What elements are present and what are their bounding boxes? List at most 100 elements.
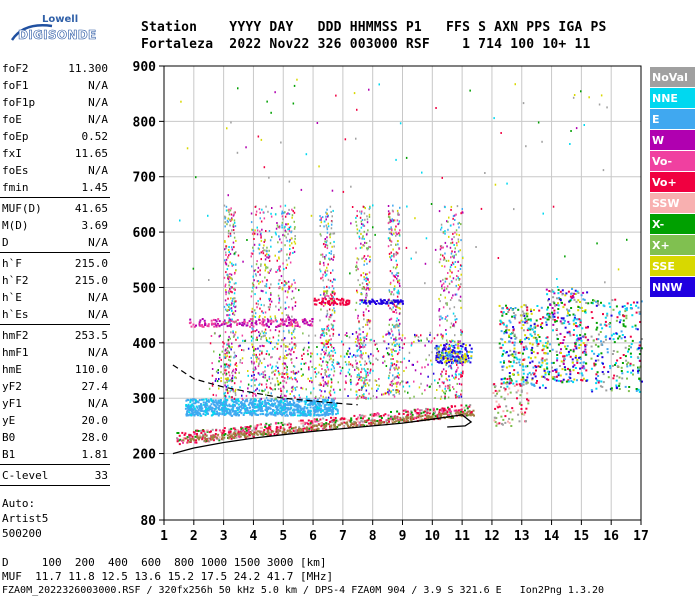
echo-point: [309, 425, 312, 427]
echo-point: [473, 414, 475, 417]
echo-point: [227, 264, 230, 267]
echo-point: [213, 325, 216, 328]
echo-point: [326, 208, 328, 211]
echo-point: [257, 300, 259, 303]
echo-point: [251, 414, 253, 417]
echo-point: [286, 377, 289, 380]
echo-point: [387, 414, 390, 417]
echo-point: [232, 311, 235, 314]
echo-point: [291, 361, 293, 364]
echo-point: [522, 346, 525, 349]
echo-point: [360, 226, 363, 229]
echo-point: [285, 259, 288, 262]
echo-point: [393, 288, 395, 291]
echo-point: [279, 250, 281, 253]
echo-point: [243, 318, 246, 321]
echo-point: [225, 245, 227, 248]
echo-point: [303, 319, 306, 322]
echo-point: [392, 415, 395, 418]
echo-point: [285, 349, 287, 352]
echo-point: [260, 338, 262, 341]
echo-point: [297, 410, 299, 412]
echo-point: [438, 414, 441, 417]
echo-point: [442, 258, 445, 261]
echo-point: [414, 369, 417, 372]
echo-point: [262, 252, 265, 255]
echo-point: [538, 309, 541, 312]
echo-point: [332, 354, 334, 357]
echo-point: [366, 319, 368, 322]
echo-point: [301, 358, 303, 360]
echo-point: [218, 429, 221, 432]
echo-point: [190, 412, 193, 415]
echo-point: [444, 277, 447, 280]
echo-point: [269, 315, 272, 318]
echo-point: [391, 209, 394, 212]
echo-point: [230, 380, 233, 383]
echo-point: [441, 283, 443, 286]
echo-point: [276, 429, 279, 432]
echo-point: [444, 385, 447, 388]
echo-point: [228, 436, 231, 438]
echo-point: [215, 394, 217, 397]
echo-point: [339, 302, 342, 305]
echo-point: [426, 408, 429, 411]
echo-point: [284, 357, 286, 360]
echo-point: [440, 226, 443, 229]
echo-point: [232, 305, 235, 308]
echo-point: [234, 355, 236, 358]
echo-point: [224, 308, 227, 311]
echo-point: [387, 304, 390, 307]
echo-point: [323, 343, 325, 346]
echo-point: [452, 277, 455, 280]
echo-point: [261, 344, 264, 347]
echo-point: [187, 408, 190, 411]
echo-point: [351, 364, 354, 367]
echo-point: [187, 404, 190, 407]
echo-point: [331, 413, 334, 416]
echo-point: [446, 379, 449, 382]
echo-point: [265, 406, 268, 409]
echo-point: [262, 332, 265, 335]
echo-point: [512, 382, 515, 385]
echo-point: [192, 431, 195, 434]
echo-point: [328, 257, 330, 260]
echo-point: [456, 275, 458, 277]
echo-point: [365, 352, 367, 355]
echo-point: [321, 334, 323, 337]
echo-point: [412, 418, 415, 421]
echo-point: [325, 360, 327, 363]
echo-point: [261, 383, 263, 386]
echo-point: [286, 263, 289, 266]
echo-point: [455, 361, 457, 364]
echo-point: [457, 366, 459, 369]
echo-point: [363, 244, 365, 247]
echo-point: [178, 434, 181, 437]
echo-point: [279, 286, 281, 289]
echo-point: [312, 425, 315, 428]
echo-point: [293, 408, 296, 411]
echo-point: [184, 407, 187, 410]
echo-point: [515, 336, 518, 339]
echo-point: [217, 318, 220, 321]
echo-point: [367, 319, 370, 322]
echo-point: [446, 245, 448, 248]
echo-point: [206, 412, 209, 415]
grid: [163, 65, 642, 521]
echo-point: [442, 246, 444, 249]
echo-point: [317, 414, 320, 417]
echo-point: [228, 345, 230, 348]
echo-point: [265, 267, 267, 270]
echo-point: [224, 397, 226, 400]
echo-point: [256, 387, 258, 390]
echo-point: [201, 436, 204, 439]
echo-point: [449, 266, 452, 269]
echo-point: [197, 414, 199, 417]
echo-point: [238, 411, 241, 414]
echo-point: [447, 348, 450, 350]
echo-point: [447, 387, 449, 390]
echo-point: [460, 331, 462, 334]
echo-point: [378, 415, 381, 418]
echo-point: [346, 335, 348, 337]
echo-point: [226, 325, 229, 328]
